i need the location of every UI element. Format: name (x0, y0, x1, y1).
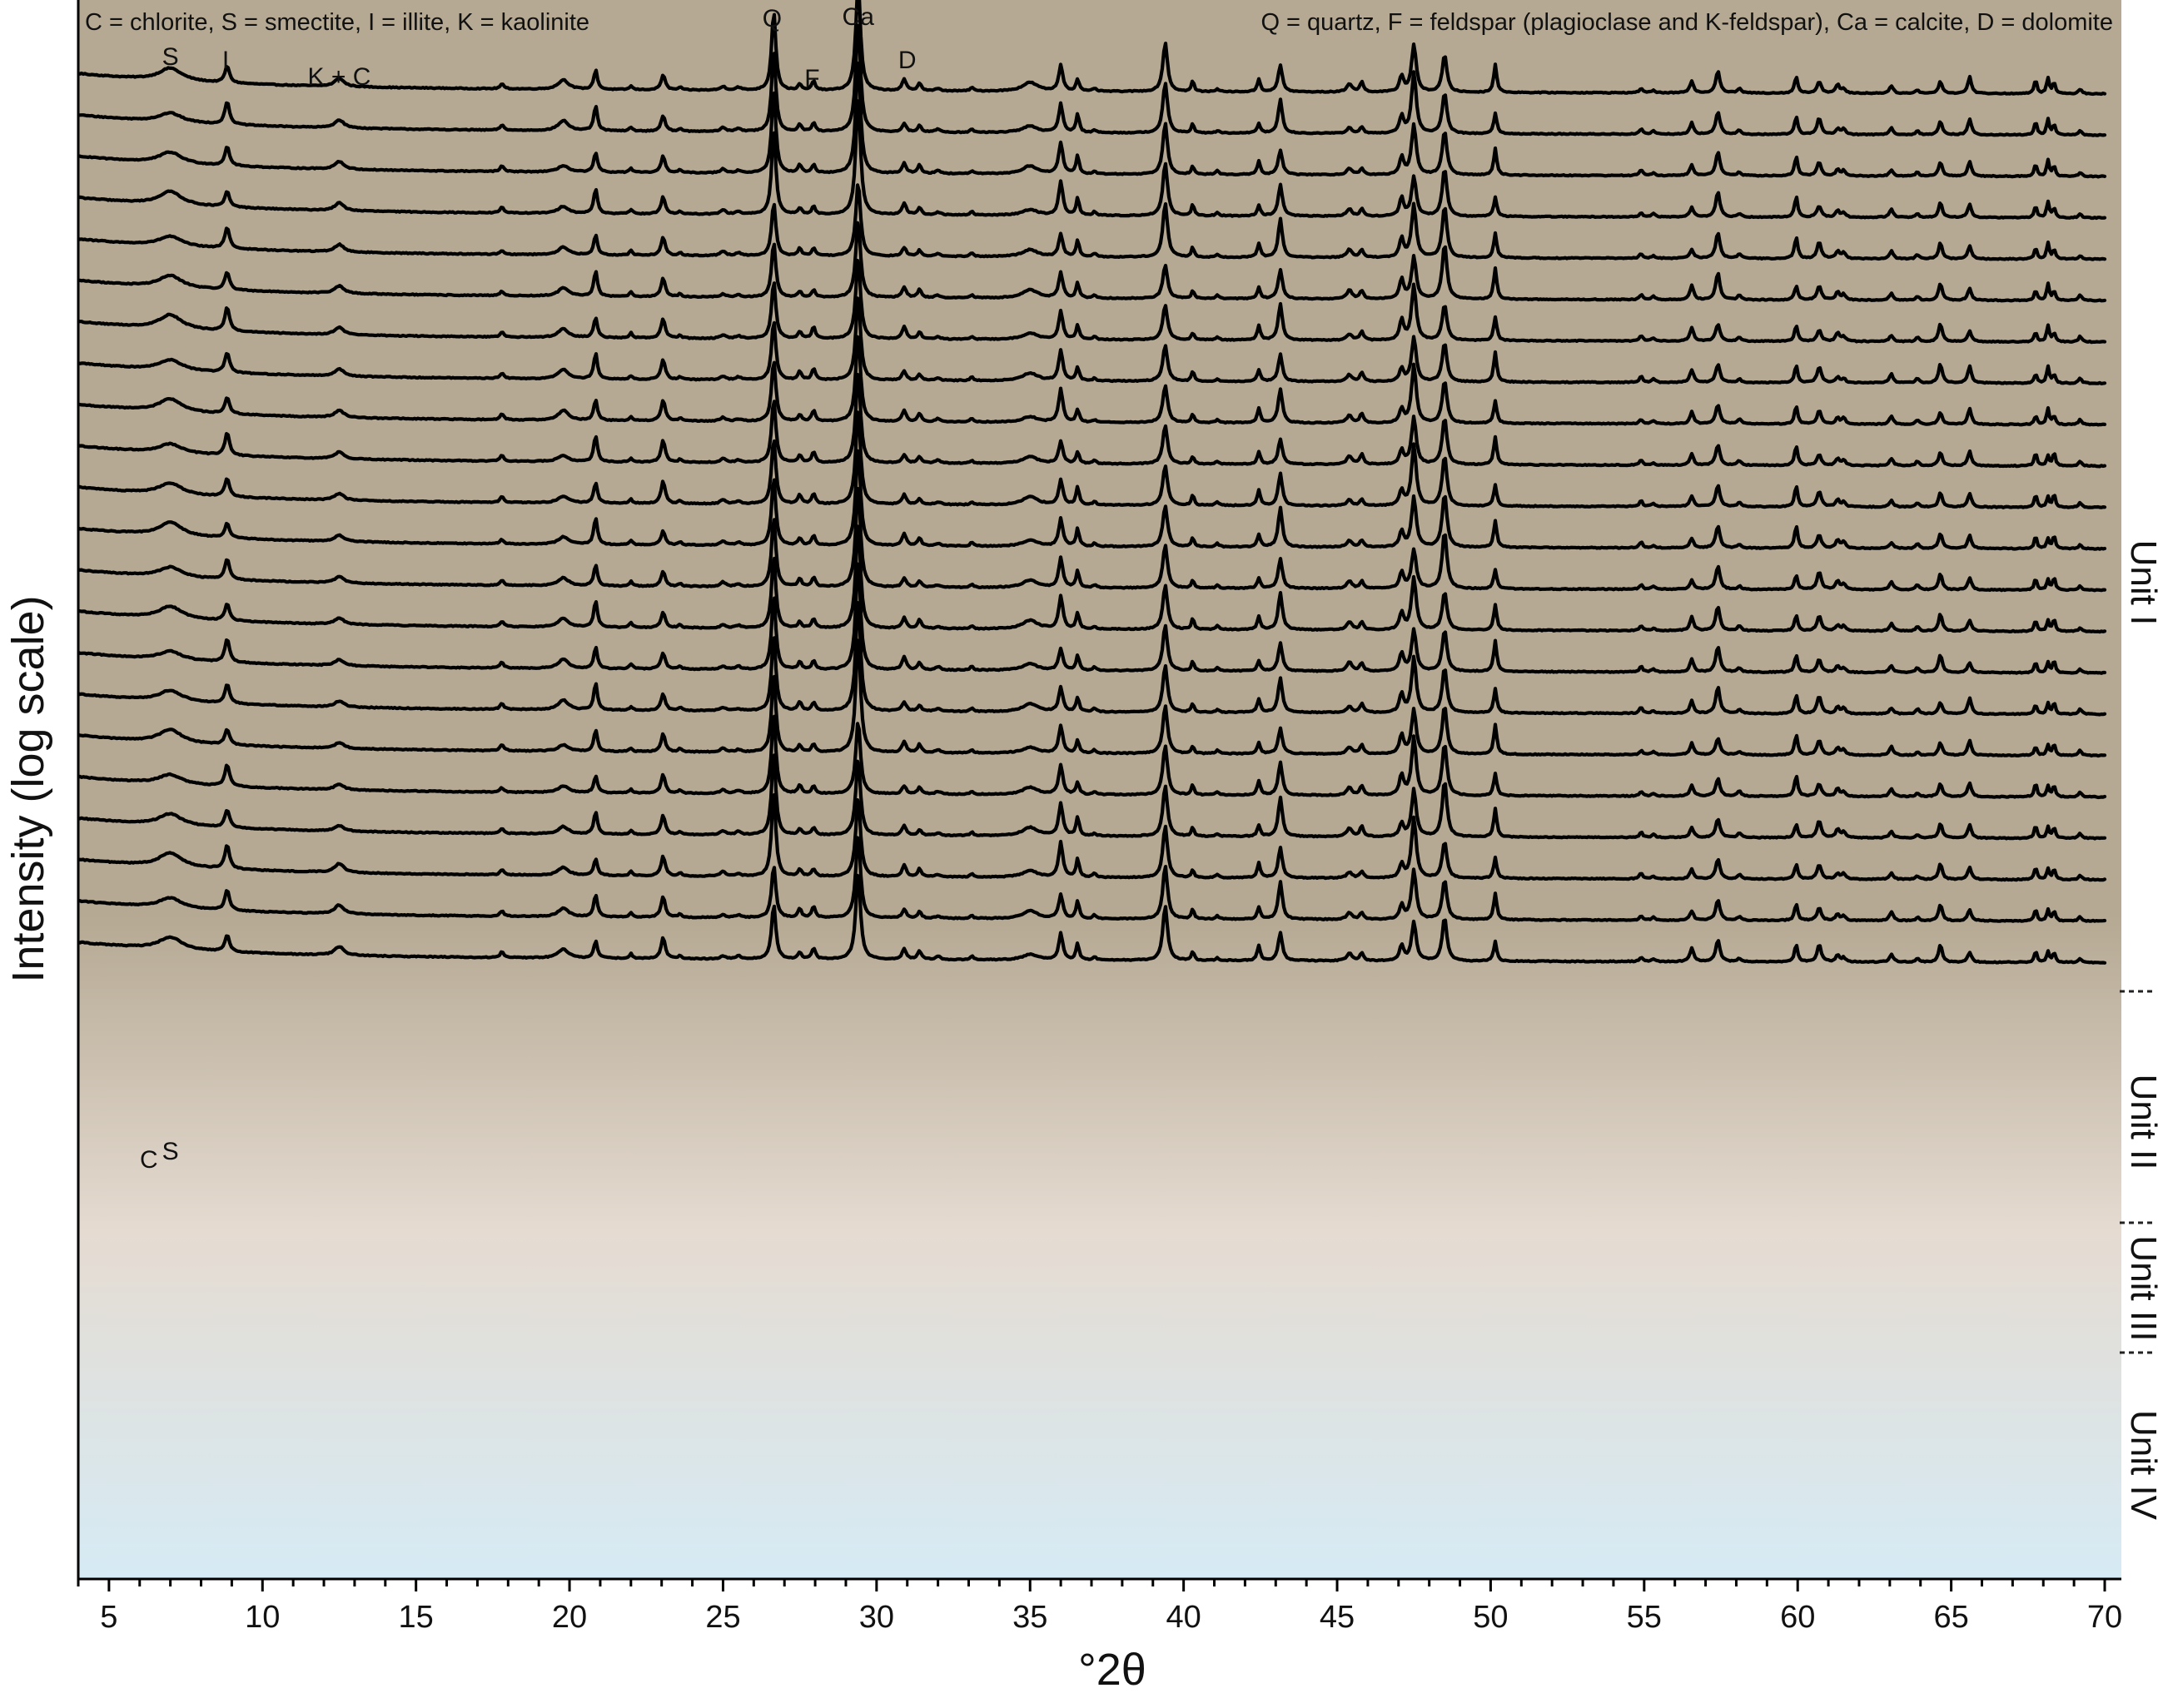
xrd-trace-10 (78, 372, 2107, 469)
x-tick-label-20: 20 (552, 1600, 587, 1635)
unit-label-iii: Unit III (2123, 1235, 2163, 1341)
unit-boundaries (2120, 990, 2155, 1354)
peak-label-5: Ca (843, 3, 875, 31)
xrd-trace-14 (78, 524, 2107, 634)
xrd-trace-13 (78, 486, 2107, 593)
legend-other-minerals: Q = quartz, F = feldspar (plagioclase an… (1261, 9, 2113, 36)
xrd-trace-22 (78, 873, 2107, 965)
diffraction-traces (78, 0, 2107, 965)
legend-clay-minerals: C = chlorite, S = smectite, I = illite, … (85, 9, 589, 36)
x-tick-label-35: 35 (1012, 1600, 1047, 1635)
unit-label-ii: Unit II (2123, 1075, 2163, 1170)
xrd-trace-12 (78, 449, 2107, 551)
plot-background (78, 0, 2121, 1579)
xrd-trace-18 (78, 714, 2107, 800)
xrd-trace-5 (78, 183, 2107, 261)
xrd-trace-4 (78, 99, 2107, 221)
x-tick-label-55: 55 (1627, 1600, 1662, 1635)
xrd-trace-6 (78, 221, 2107, 303)
x-tick-label-50: 50 (1473, 1600, 1508, 1635)
xrd-trace-1 (78, 0, 2107, 97)
peak-label-4: F (804, 65, 819, 92)
x-tick-label-15: 15 (399, 1600, 434, 1635)
xrd-trace-8 (78, 296, 2107, 385)
peak-label-3: Q (763, 5, 782, 32)
xrd-trace-15 (78, 562, 2107, 675)
peak-label-2: K + C (308, 63, 371, 91)
peak-label-1: I (222, 47, 229, 74)
xrd-trace-19 (78, 753, 2107, 841)
xrd-trace-11 (78, 410, 2107, 509)
unit-label-i: Unit I (2123, 540, 2163, 626)
peak-label-6: D (898, 47, 917, 74)
xrd-trace-16 (78, 601, 2107, 717)
xrd-trace-9 (78, 335, 2107, 427)
x-tick-label-30: 30 (859, 1600, 894, 1635)
y-axis-label: Intensity (log scale) (3, 595, 53, 982)
x-tick-label-25: 25 (705, 1600, 740, 1635)
x-tick-label-10: 10 (245, 1600, 280, 1635)
x-tick-label-70: 70 (2087, 1600, 2122, 1635)
x-tick-label-65: 65 (1933, 1600, 1968, 1635)
x-tick-label-5: 5 (100, 1600, 117, 1635)
peak-label-8: S (162, 1138, 179, 1165)
x-tick-label-45: 45 (1320, 1600, 1355, 1635)
xrd-trace-21 (78, 836, 2107, 923)
xrd-trace-2 (78, 23, 2107, 137)
peak-label-7: C (140, 1146, 158, 1174)
x-tick-label-60: 60 (1780, 1600, 1815, 1635)
x-tick-label-40: 40 (1166, 1600, 1201, 1635)
x-axis-ticks: 5 10 15 20 25 30 35 40 45 50 55 60 65 70 (77, 1579, 2122, 1635)
x-axis-label: °2θ (1078, 1645, 1146, 1695)
xrd-trace-7 (78, 258, 2107, 345)
xrd-trace-3 (78, 61, 2107, 179)
xrd-trace-20 (78, 792, 2107, 882)
peak-label-0: S (162, 43, 179, 71)
xrd-trace-17 (78, 638, 2107, 758)
unit-label-iv: Unit IV (2123, 1410, 2163, 1521)
